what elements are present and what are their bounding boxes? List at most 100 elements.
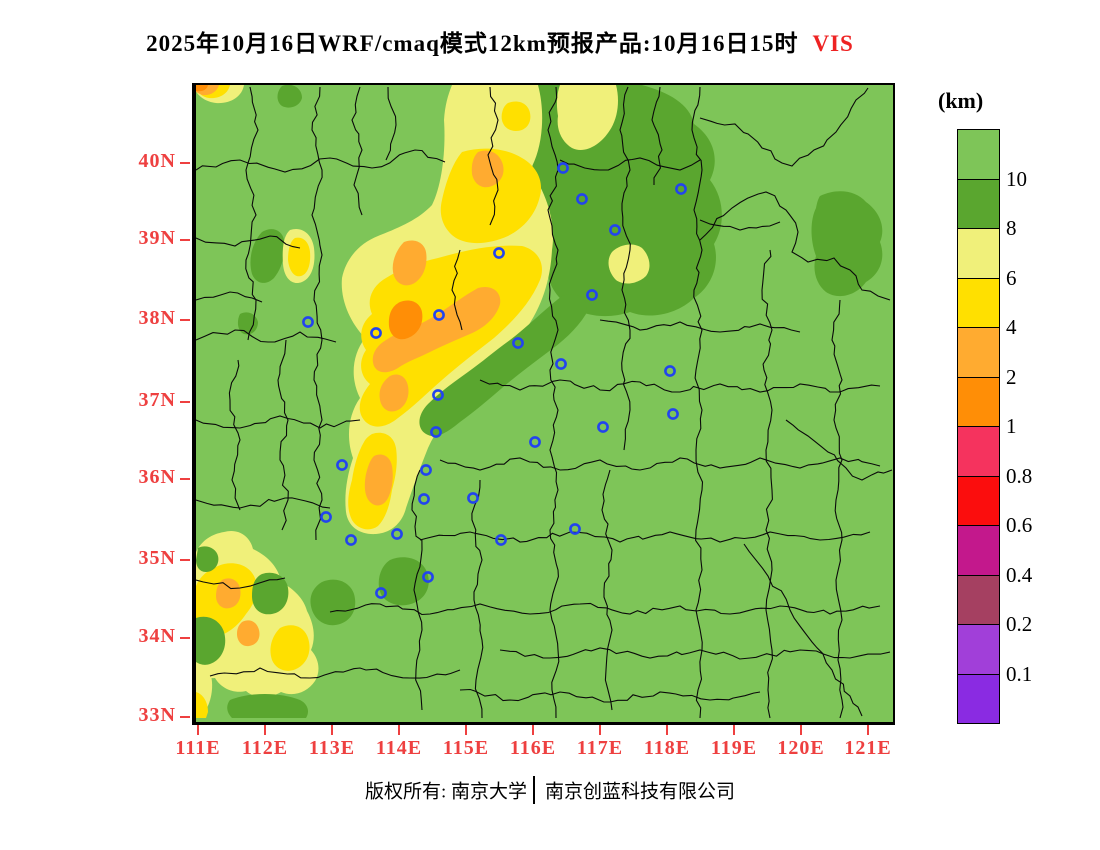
y-axis-tick [180, 637, 190, 639]
region-darkgreen-arm-band-east [419, 294, 587, 437]
station-marker [555, 358, 567, 370]
station-marker [302, 316, 314, 328]
copyright-footer: 版权所有: 南京大学 南京创蓝科技有限公司 [0, 776, 1100, 804]
legend-cell [957, 574, 1000, 625]
title-main: 2025年10月16日WRF/cmaq模式12km预报产品:10月16日15时 [146, 31, 799, 56]
region-visibility-6-8-pocket-b [608, 244, 650, 284]
county-boundary-line [651, 86, 663, 185]
legend-threshold-label: 0.1 [1006, 661, 1033, 686]
y-axis-label: 33N [138, 704, 176, 726]
station-marker [320, 511, 332, 523]
y-axis-label: 38N [138, 307, 176, 329]
county-boundary-line [209, 667, 461, 679]
legend-threshold-label: 6 [1006, 265, 1017, 290]
region-darkgreen-sw-mid [252, 572, 289, 615]
county-boundary-line [547, 86, 560, 719]
region-darkgreen-sw-bottom [227, 694, 308, 718]
x-axis-label: 119E [710, 737, 758, 759]
county-boundary-line [277, 339, 289, 531]
legend-threshold-label: 10 [1006, 166, 1027, 191]
legend-cell [957, 228, 1000, 279]
county-boundary-line [699, 87, 869, 167]
x-axis-label: 111E [175, 737, 221, 759]
x-axis-label: 121E [844, 737, 892, 759]
legend-threshold-label: 1 [1006, 414, 1017, 438]
region-band-yellow-upper [440, 148, 542, 244]
county-boundary-line [691, 86, 704, 719]
y-axis-label: 39N [138, 227, 176, 249]
station-marker [418, 493, 430, 505]
legend-threshold-label: 2 [1006, 364, 1017, 389]
x-axis-label: 113E [308, 737, 356, 759]
x-axis-tick [465, 725, 467, 735]
station-marker [512, 337, 524, 349]
x-axis-label: 114E [375, 737, 423, 759]
legend-cell [957, 376, 1000, 427]
county-boundary-line [196, 149, 446, 173]
x-axis-tick [666, 725, 668, 735]
x-axis-label: 120E [777, 737, 825, 759]
region-orange-arm-north [392, 240, 427, 286]
x-axis-tick [532, 725, 534, 735]
station-marker [529, 436, 541, 448]
legend-threshold-label: 0.6 [1006, 513, 1033, 537]
county-boundary-line [479, 379, 881, 393]
y-axis-tick [180, 559, 190, 561]
x-axis-tick [264, 725, 266, 735]
county-boundary-line [439, 457, 881, 471]
county-boundary-line [419, 531, 871, 543]
county-boundary-line [459, 688, 761, 703]
station-marker [493, 247, 505, 259]
region-visibility-8-10-west-dot [237, 312, 258, 335]
station-marker [576, 193, 588, 205]
county-boundary-line [196, 497, 331, 509]
county-boundary-line [411, 469, 423, 711]
region-orange-arm-south [379, 374, 409, 412]
x-axis-tick [599, 725, 601, 735]
legend-threshold-label: 4 [1006, 315, 1017, 339]
region-darkgreen-sw-east [310, 579, 356, 626]
x-axis-label: 115E [442, 737, 490, 759]
station-marker [422, 571, 434, 583]
station-marker [375, 587, 387, 599]
page-title: 2025年10月16日WRF/cmaq模式12km预报产品:10月16日15时 V… [0, 24, 1000, 58]
station-marker [586, 289, 598, 301]
station-marker [370, 327, 382, 339]
station-marker [391, 528, 403, 540]
legend-cell [957, 277, 1000, 328]
y-axis-tick [180, 401, 190, 403]
county-boundary-line [196, 577, 286, 590]
county-boundary-line [451, 249, 463, 331]
county-boundary-line [499, 647, 891, 660]
region-darkgreen-sw-lefttop [196, 546, 219, 572]
station-marker [569, 523, 581, 535]
legend-cell [957, 178, 1000, 229]
x-axis-tick [197, 725, 199, 735]
station-marker [495, 534, 507, 546]
region-orange-vertical-core [364, 454, 393, 506]
legend-threshold-label: 8 [1006, 216, 1017, 240]
y-axis-label: 36N [138, 466, 176, 488]
county-boundary-line [559, 157, 701, 171]
county-boundary-line [743, 543, 863, 717]
county-boundary-line [245, 86, 259, 341]
legend-cell [957, 426, 1000, 477]
x-axis-label: 118E [643, 737, 691, 759]
legend-cell [957, 129, 1000, 180]
station-marker [667, 408, 679, 420]
region-isolated-patch-core [288, 237, 311, 277]
region-topleft-corner-deep-orange [196, 85, 208, 92]
county-boundary-line [196, 415, 361, 429]
legend-cell [957, 525, 1000, 576]
y-axis-tick [180, 716, 190, 718]
county-boundary-line [196, 235, 301, 249]
station-marker [609, 224, 621, 236]
title-variable-label: VIS [812, 31, 854, 56]
county-boundary-line [196, 329, 337, 343]
y-axis-tick [180, 478, 190, 480]
county-boundary-line [785, 419, 893, 481]
county-boundary-line [385, 86, 397, 161]
county-boundary-line [699, 191, 891, 301]
legend-cell [957, 327, 1000, 378]
legend-color-bar [957, 129, 1000, 724]
